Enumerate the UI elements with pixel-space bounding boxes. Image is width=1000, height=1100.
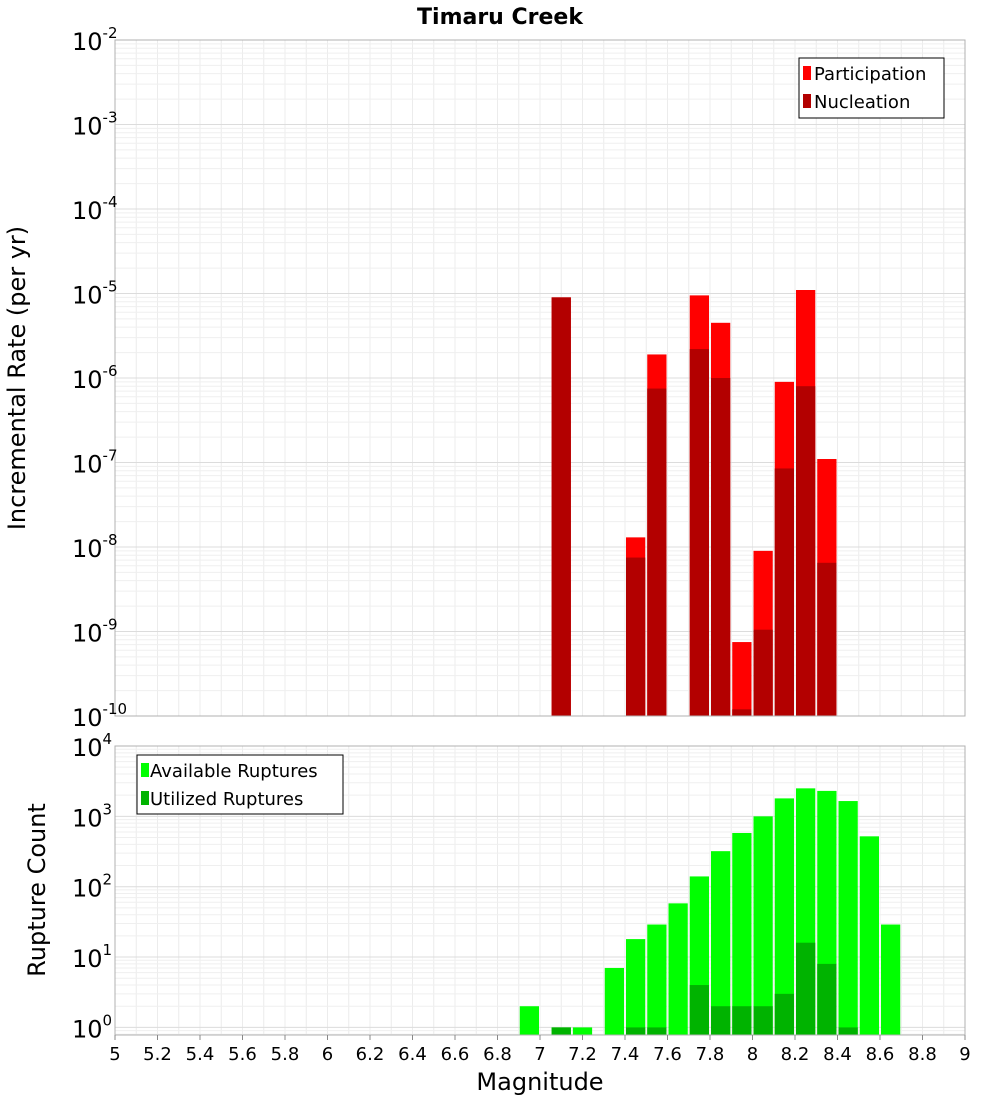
- bottom-bar-available-ruptures: [859, 836, 879, 1035]
- x-tick-label: 6.8: [483, 1044, 512, 1065]
- bottom-bar-utilized-ruptures: [689, 985, 709, 1035]
- bottom-bar-available-ruptures: [753, 816, 773, 1035]
- bottom-bar-available-ruptures: [519, 1006, 539, 1035]
- x-tick-label: 6.4: [398, 1044, 427, 1065]
- top-bars: [551, 290, 837, 716]
- bottom-legend-box: [136, 754, 344, 815]
- top-bar-nucleation: [817, 562, 837, 716]
- top-bar-nucleation: [647, 388, 667, 716]
- top-y-tick-label: 10-3: [72, 109, 118, 141]
- bottom-bar-available-ruptures: [711, 851, 731, 1035]
- x-tick-label: 7.6: [653, 1044, 682, 1065]
- chart-title: Timaru Creek: [417, 5, 584, 30]
- x-tick-label: 7.8: [696, 1044, 725, 1065]
- legend-participation-label: Participation: [814, 64, 926, 85]
- bottom-y-tick-label: 104: [72, 730, 112, 762]
- bottom-bar-available-ruptures: [572, 1027, 593, 1035]
- bottom-y-tick-label: 101: [72, 941, 112, 973]
- top-plot-border: [114, 39, 966, 717]
- bottom-legend: Available Ruptures Utilized Ruptures: [136, 754, 344, 815]
- top-bar-nucleation: [796, 386, 816, 716]
- bottom-bar-utilized-ruptures: [711, 1006, 731, 1035]
- x-tick-label: 8: [747, 1044, 758, 1065]
- x-tick-label: 5.8: [271, 1044, 300, 1065]
- bottom-bar-utilized-ruptures: [817, 963, 837, 1035]
- legend-utilized-label: Utilized Ruptures: [150, 789, 303, 810]
- x-tick-label: 8.4: [823, 1044, 852, 1065]
- x-tick-label: 5.4: [186, 1044, 215, 1065]
- bottom-bar-available-ruptures: [668, 903, 688, 1035]
- x-tick-label: 5: [109, 1044, 120, 1065]
- bottom-y-tick-label: 100: [72, 1011, 112, 1043]
- x-axis-label: Magnitude: [476, 1068, 603, 1096]
- top-bar-nucleation: [774, 468, 794, 716]
- x-tick-label: 9: [959, 1044, 970, 1065]
- bottom-bar-available-ruptures: [732, 832, 752, 1035]
- bottom-bars: [519, 788, 901, 1035]
- legend-available-swatch: [141, 763, 149, 777]
- bottom-bar-available-ruptures: [604, 967, 624, 1035]
- bottom-bar-available-ruptures: [626, 939, 646, 1035]
- top-y-tick-label: 10-8: [72, 531, 118, 563]
- top-y-axis-label: Incremental Rate (per yr): [3, 226, 31, 530]
- top-bar-nucleation: [753, 629, 773, 716]
- bottom-y-axis-label: Rupture Count: [23, 803, 51, 977]
- top-bar-nucleation: [711, 378, 731, 716]
- top-y-ticks: 10-10 10-9 10-8 10-7 10-6 10-5 10-4 10-3 10-2: [72, 24, 127, 732]
- top-legend: Participation Nucleation: [798, 57, 945, 119]
- legend-utilized-swatch: [141, 791, 149, 805]
- bottom-bar-utilized-ruptures: [626, 1027, 646, 1035]
- x-tick-label: 8.2: [781, 1044, 810, 1065]
- legend-nucleation-swatch: [803, 94, 811, 108]
- bottom-bar-utilized-ruptures: [551, 1027, 571, 1035]
- legend-participation-swatch: [803, 66, 811, 80]
- x-tick-label: 6: [322, 1044, 333, 1065]
- x-tick-label: 8.6: [866, 1044, 895, 1065]
- x-tick-label: 5.6: [228, 1044, 257, 1065]
- top-bar-nucleation: [626, 557, 646, 716]
- top-y-tick-label: 10-6: [72, 362, 118, 394]
- bottom-bar-available-ruptures: [881, 924, 901, 1035]
- top-bar-participation: [732, 642, 752, 716]
- top-legend-box: [798, 57, 945, 119]
- top-y-tick-label: 10-9: [72, 616, 118, 648]
- top-y-tick-label: 10-5: [72, 278, 118, 310]
- legend-available-label: Available Ruptures: [150, 761, 318, 782]
- x-tick-label: 7.4: [611, 1044, 640, 1065]
- top-bar-nucleation: [732, 709, 752, 716]
- legend-nucleation-label: Nucleation: [814, 92, 910, 113]
- x-tick-label: 7: [534, 1044, 545, 1065]
- top-y-tick-label: 10-4: [72, 193, 118, 225]
- bottom-y-tick-label: 102: [72, 871, 112, 903]
- x-tick-label: 6.2: [356, 1044, 385, 1065]
- x-tick-label: 6.6: [441, 1044, 470, 1065]
- top-y-tick-label: 10-7: [72, 447, 118, 479]
- x-tick-label: 8.8: [908, 1044, 937, 1065]
- x-tick-label: 5.2: [143, 1044, 172, 1065]
- bottom-bar-utilized-ruptures: [753, 1006, 773, 1035]
- x-tick-label: 7.2: [568, 1044, 597, 1065]
- top-bar-nucleation: [551, 297, 571, 716]
- bottom-bar-utilized-ruptures: [796, 942, 816, 1035]
- top-y-tick-label: 10-2: [72, 24, 118, 56]
- bottom-bar-available-ruptures: [647, 924, 667, 1035]
- top-grid: [114, 40, 966, 717]
- bottom-bar-available-ruptures: [838, 801, 858, 1035]
- x-ticks: 5 5.2 5.4 5.6 5.8 6 6.2 6.4 6.6 6.8 7 7.2 7.4 7.6 7.8 8…: [109, 1035, 971, 1065]
- bottom-bar-available-ruptures: [774, 798, 794, 1035]
- top-bar-nucleation: [689, 349, 709, 716]
- bottom-bar-utilized-ruptures: [732, 1006, 752, 1035]
- top-y-tick-label: 10-10: [72, 700, 127, 732]
- bottom-y-ticks: 100 101 102 103 104: [72, 730, 112, 1043]
- bottom-bar-utilized-ruptures: [774, 993, 794, 1035]
- bottom-bar-utilized-ruptures: [647, 1027, 667, 1035]
- bottom-bar-utilized-ruptures: [838, 1027, 858, 1035]
- bottom-y-tick-label: 103: [72, 800, 112, 832]
